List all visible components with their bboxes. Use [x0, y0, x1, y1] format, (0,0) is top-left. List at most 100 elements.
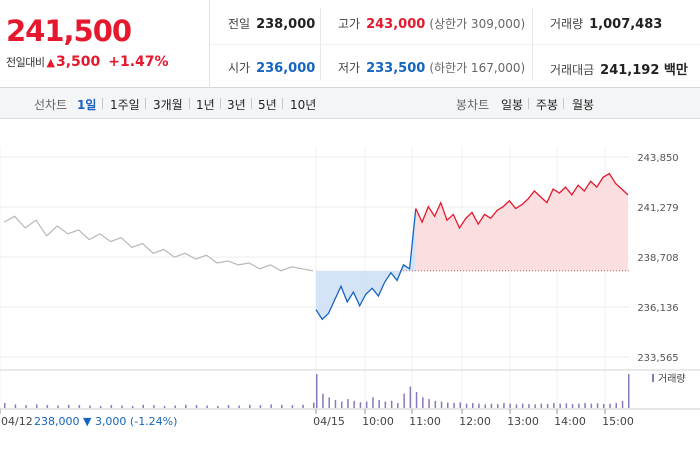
- volume-bar: [206, 405, 208, 408]
- volume-bar: [359, 402, 362, 408]
- tab-1year[interactable]: 1년: [196, 98, 215, 112]
- divider: [251, 98, 252, 109]
- x-tick-label: 04/15: [313, 415, 345, 428]
- volume-bar: [25, 405, 27, 408]
- volume-bar: [302, 404, 304, 408]
- divider: [528, 98, 529, 109]
- chart-lines: [3, 172, 629, 321]
- series-line-prev-day: [3, 215, 314, 272]
- volume-bar: [571, 404, 574, 408]
- stat-volume: 거래량 1,007,483: [550, 15, 662, 32]
- volume-bar: [174, 405, 176, 408]
- volume-bar: [553, 403, 555, 408]
- volume-bar: [440, 401, 443, 408]
- volume-bars: 거래량: [0, 369, 700, 408]
- divider: [145, 98, 146, 109]
- volume-bar: [195, 405, 198, 408]
- stat-low: 저가 233,500 (하한가 167,000): [338, 59, 525, 76]
- tab-daily-candle[interactable]: 일봉: [501, 98, 524, 112]
- volume-bar: [422, 397, 424, 408]
- chart-tab-bar: 선차트 1일 1주일 3개월 1년 3년 5년 10년 봉차트 일봉 주봉 월봉: [0, 88, 700, 119]
- x-tick-label: 14:00: [554, 415, 586, 428]
- volume-bar: [615, 403, 617, 408]
- change-label: 전일대비: [6, 56, 45, 69]
- volume-bar: [503, 403, 505, 408]
- y-tick-label: 236,136: [637, 303, 678, 314]
- volume-bar: [14, 404, 17, 408]
- volume-bar: [397, 403, 399, 408]
- volume-bar: [353, 400, 355, 408]
- volume-bar: [378, 400, 380, 408]
- volume-bar: [185, 404, 187, 408]
- volume-bar: [534, 404, 536, 408]
- price-chart-area: 243,850 241,279 238,708 236,136 233,565 거래량 …: [0, 119, 700, 450]
- volume-bar: [603, 404, 605, 408]
- y-tick-label: 241,279: [637, 203, 678, 214]
- volume-bar: [328, 397, 330, 408]
- volume-bar: [334, 400, 337, 408]
- volume-bar: [584, 403, 586, 408]
- stat-prev-close: 전일 238,000: [228, 15, 315, 32]
- volume-bar: [259, 405, 262, 408]
- volume-bar: [227, 405, 230, 408]
- y-axis-ticks: 243,850 241,279 238,708 236,136 233,565: [637, 153, 678, 364]
- stock-summary: 241,500 전일대비 ▲ 3,500 +1.47% 전일 238,000 고…: [0, 0, 700, 88]
- volume-bar: [465, 403, 468, 408]
- volume-bar: [609, 403, 611, 408]
- chart-fills: [316, 173, 630, 320]
- tab-1day[interactable]: 1일: [77, 98, 97, 112]
- tab-10year[interactable]: 10년: [290, 98, 317, 112]
- change-row: 전일대비 ▲ 3,500 +1.47%: [6, 54, 169, 70]
- tab-5year[interactable]: 5년: [258, 98, 277, 112]
- volume-bar: [565, 403, 568, 408]
- volume-bar: [322, 393, 324, 408]
- volume-bar: [78, 405, 81, 408]
- volume-bar: [490, 403, 493, 408]
- volume-bar: [546, 404, 549, 408]
- tab-1week[interactable]: 1주일: [110, 98, 140, 112]
- stat-label: 저가: [338, 61, 361, 75]
- volume-bar: [341, 401, 343, 408]
- divider: [102, 98, 103, 109]
- volume-bar: [484, 404, 486, 408]
- stat-sub: (상한가 309,000): [429, 17, 526, 31]
- x-tick-label: 11:00: [409, 415, 441, 428]
- volume-bar: [596, 403, 599, 408]
- volume-bar: [121, 405, 123, 408]
- volume-bar: [428, 399, 430, 408]
- tab-weekly-candle[interactable]: 주봉: [536, 98, 559, 112]
- volume-bar: [497, 404, 499, 408]
- divider: [282, 98, 283, 109]
- stat-value: 238,000: [256, 17, 316, 32]
- volume-bar: [46, 405, 49, 408]
- x-tick-label: 10:00: [362, 415, 394, 428]
- volume-legend-swatch: [652, 374, 654, 382]
- stat-label: 거래량: [550, 17, 584, 31]
- prev-day-info: 238,000 ▼ 3,000 (-1.24%): [34, 415, 177, 428]
- volume-bar: [281, 404, 283, 408]
- stat-value: 233,500: [366, 61, 426, 76]
- volume-bar: [434, 400, 437, 408]
- stat-high: 고가 243,000 (상한가 309,000): [338, 15, 525, 32]
- divider: [220, 98, 221, 109]
- volume-bar: [409, 386, 412, 408]
- tab-monthly-candle[interactable]: 월봉: [572, 98, 595, 112]
- stat-value: 243,000: [366, 17, 426, 32]
- stats-grid: 전일 238,000 고가 243,000 (상한가 309,000) 거래량 …: [210, 0, 700, 88]
- volume-bar: [89, 405, 91, 408]
- volume-bar: [459, 402, 461, 408]
- price-box: 241,500 전일대비 ▲ 3,500 +1.47%: [0, 0, 210, 88]
- volume-bar: [472, 403, 474, 408]
- volume-bar: [415, 391, 418, 408]
- volume-bar: [365, 401, 368, 408]
- volume-bar: [521, 403, 524, 408]
- volume-bar: [217, 405, 219, 408]
- stat-value: 241,192 백만: [600, 63, 688, 78]
- volume-bar: [270, 404, 272, 408]
- tab-3month[interactable]: 3개월: [153, 98, 183, 112]
- x-tick-label: 13:00: [507, 415, 539, 428]
- change-amount: 3,500: [55, 54, 101, 70]
- down-area-fill: [316, 208, 416, 320]
- tab-3year[interactable]: 3년: [227, 98, 246, 112]
